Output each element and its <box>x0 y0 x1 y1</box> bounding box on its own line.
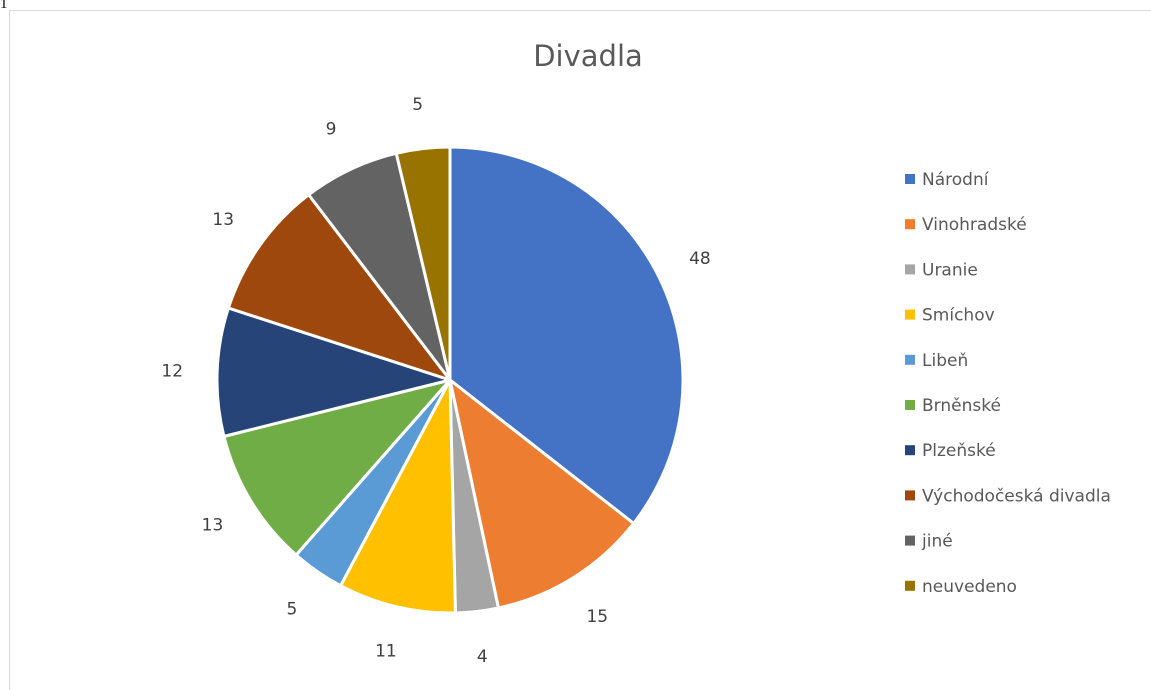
pie-chart: Divadla 48 15 4 11 5 13 12 13 9 5 Národní Vinohrad… <box>161 39 1111 667</box>
chart-title: Divadla <box>533 39 643 73</box>
legend-swatch-2 <box>905 219 915 230</box>
pie-slices <box>215 145 685 615</box>
data-label-6: 13 <box>202 516 224 536</box>
pie-slice-7 <box>215 306 452 438</box>
data-label-4: 11 <box>375 642 397 662</box>
data-labels: 48 15 4 11 5 13 12 13 9 5 <box>161 95 710 667</box>
legend-swatch-5 <box>905 354 915 365</box>
data-label-3: 4 <box>477 647 488 667</box>
pie-slice-1 <box>448 145 685 525</box>
legend-label-5: Libeň <box>922 351 968 371</box>
legend-label-8: Východočeská divadla <box>922 486 1111 506</box>
data-label-8: 13 <box>212 210 234 230</box>
legend-label-9: jiné <box>921 532 953 552</box>
legend-label-6: Brněnské <box>922 396 1001 416</box>
legend-swatch-7 <box>905 445 915 456</box>
pie-slice-4 <box>339 378 457 615</box>
data-label-5: 5 <box>286 600 297 620</box>
pie-slice-2 <box>448 378 636 610</box>
legend-swatch-9 <box>905 535 915 546</box>
data-label-10: 5 <box>412 95 423 115</box>
legend-label-10: neuvedeno <box>922 577 1017 597</box>
legend-label-4: Smíchov <box>922 306 995 326</box>
data-label-7: 12 <box>161 361 183 381</box>
legend-label-2: Vinohradské <box>922 215 1027 235</box>
pie-slice-8 <box>226 193 452 382</box>
legend: Národní Vinohradské Uranie Smíchov Libeň Brně… <box>905 170 1111 597</box>
legend-label-7: Plzeňské <box>922 441 996 461</box>
legend-swatch-4 <box>905 309 915 320</box>
legend-swatch-10 <box>905 580 915 591</box>
stray-page-number: 1 <box>0 0 8 12</box>
data-label-9: 9 <box>326 120 337 140</box>
chart-frame <box>9 10 1151 690</box>
legend-swatch-3 <box>905 264 915 275</box>
legend-swatch-8 <box>905 490 915 501</box>
data-label-1: 48 <box>689 249 711 269</box>
pie-slice-10 <box>394 145 452 382</box>
legend-swatch-6 <box>905 400 915 410</box>
data-label-2: 15 <box>586 607 608 627</box>
legend-label-3: Uranie <box>922 260 978 280</box>
legend-swatch-1 <box>905 174 915 184</box>
legend-label-1: Národní <box>922 170 990 190</box>
